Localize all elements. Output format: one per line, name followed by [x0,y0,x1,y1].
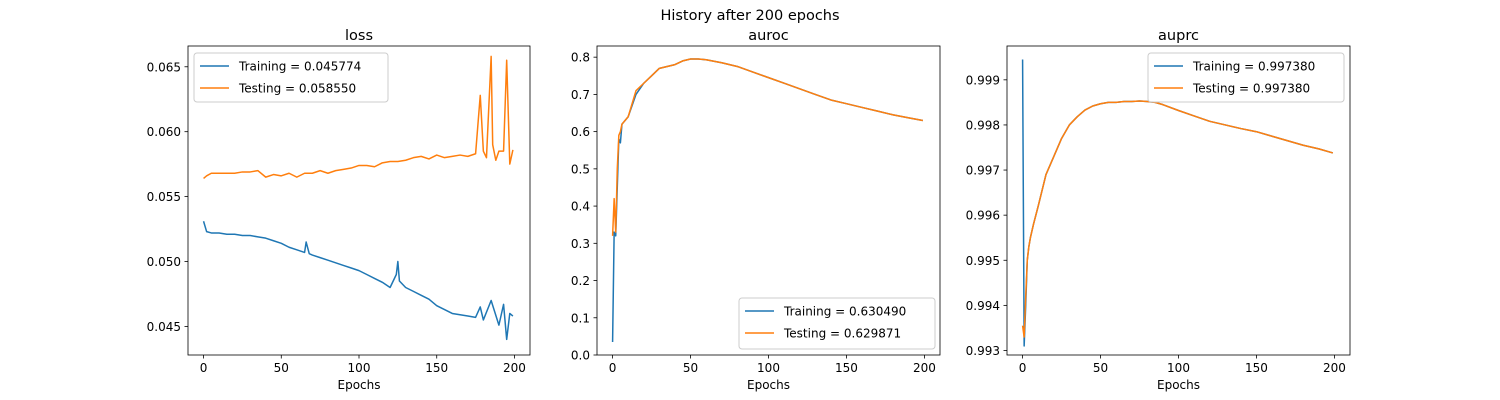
y-tick-label: 0.7 [571,88,590,102]
x-tick-label: 200 [1323,361,1346,375]
y-tick-label: 0.065 [147,60,181,74]
x-tick-label: 50 [1093,361,1108,375]
x-axis-label: Epochs [747,378,790,392]
x-tick-label: 0 [609,361,617,375]
y-tick-label: 0.999 [966,73,1000,87]
y-tick-label: 0.997 [966,164,1000,178]
x-tick-label: 200 [913,361,936,375]
legend: Training = 0.630490 Testing = 0.629871 [738,297,936,350]
series-line-testing [611,58,923,236]
y-tick-label: 0.055 [147,190,181,204]
x-tick-label: 100 [1167,361,1190,375]
x-axis-label: Epochs [1157,378,1200,392]
y-tick-label: 0.060 [147,125,181,139]
x-tick-label: 100 [348,361,371,375]
legend-box [738,297,936,350]
y-tick-label: 0.050 [147,255,181,269]
legend-label-testing: Testing = 0.997380 [1192,82,1310,96]
legend-label-testing: Testing = 0.058550 [238,82,356,96]
series-line-training [202,221,514,341]
legend-label-testing: Testing = 0.629871 [783,327,901,341]
series-line-testing [203,55,514,180]
x-tick-label: 0 [200,361,208,375]
subplot-title: auprc [1158,28,1199,44]
subplot-title: loss [345,28,373,44]
series-line-testing [1021,100,1334,338]
legend: Training = 0.045774 Testing = 0.058550 [193,52,389,103]
legend-label-training: Training = 0.045774 [238,60,361,74]
subplot-title: auroc [748,28,789,44]
x-tick-label: 100 [757,361,780,375]
y-tick-label: 0.995 [966,254,1000,268]
y-tick-label: 0.998 [966,118,1000,132]
y-tick-label: 0.3 [571,237,590,251]
y-tick-label: 0.994 [966,299,1000,313]
subplot-auprc: auprc 0 50 100 150 200 0.993 0.994 0.995 0.996 0.9… [966,28,1351,392]
legend-box [1147,52,1345,103]
x-tick-label: 200 [503,361,526,375]
y-tick-label: 0.4 [571,200,590,214]
x-tick-label: 0 [1019,361,1027,375]
legend-label-training: Training = 0.997380 [1192,60,1315,74]
y-tick-label: 0.996 [966,209,1000,223]
figure-title: History after 200 epochs [660,8,839,24]
y-tick-label: 0.045 [147,320,181,334]
y-tick-label: 0.6 [571,125,590,139]
y-tick-label: 0.1 [571,311,590,325]
subplot-loss: loss 0 50 100 150 200 0.045 0.050 0.055 0.060 0.06… [147,28,531,392]
y-tick-label: 0.5 [571,162,590,176]
legend: Training = 0.997380 Testing = 0.997380 [1147,52,1345,103]
x-tick-label: 150 [1245,361,1268,375]
x-tick-label: 150 [425,361,448,375]
legend-label-training: Training = 0.630490 [783,305,906,319]
y-tick-label: 0.8 [571,51,590,65]
x-axis-label: Epochs [338,378,381,392]
y-tick-label: 0.2 [571,274,590,288]
legend-box [193,52,389,103]
x-tick-label: 150 [835,361,858,375]
x-tick-label: 50 [683,361,698,375]
y-tick-label: 0.0 [571,349,590,363]
y-tick-label: 0.993 [966,344,1000,358]
x-tick-label: 50 [274,361,289,375]
subplot-auroc: auroc 0 50 100 150 200 0.0 0.1 0.2 0.3 0.4 0.5 0.6 0.… [571,28,941,392]
